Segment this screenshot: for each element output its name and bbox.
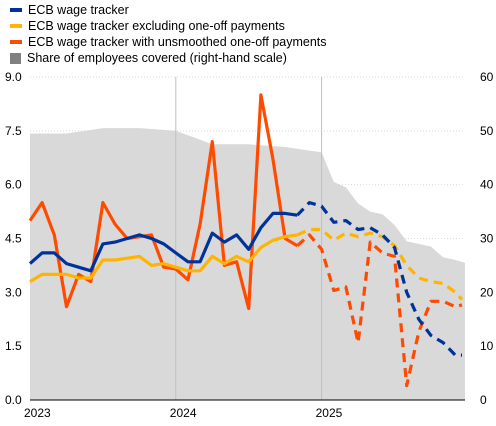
y-left-tick-label: 9.0 [5,70,22,84]
y-left-tick-label: 1.5 [5,339,22,353]
y-right-tick-label: 20 [480,285,494,299]
y-left-tick-label: 0.0 [5,393,22,407]
legend-swatch-share-covered [10,52,21,64]
legend-swatch-unsmoothed [10,40,22,44]
x-tick-label: 2025 [316,406,343,420]
y-left-tick-label: 3.0 [5,285,22,299]
y-right-tick-label: 0 [480,393,487,407]
y-right-tick-label: 10 [480,339,494,353]
legend-label-excluding-one-off: ECB wage tracker excluding one-off payme… [28,19,285,33]
legend-item-excluding-one-off: ECB wage tracker excluding one-off payme… [8,18,327,34]
series-line-wage-actual [28,211,298,273]
legend-swatch-excluding-one-off [10,24,22,28]
series-line-unsm-projection [296,233,463,388]
y-right-tick-label: 30 [480,232,494,246]
legend-label-share-covered: Share of employees covered (right-hand s… [27,51,287,65]
series-line-wage-projection [296,201,462,357]
legend-item-share-covered: Share of employees covered (right-hand s… [8,50,327,66]
legend-label-wage-tracker: ECB wage tracker [28,3,129,17]
legend-item-unsmoothed: ECB wage tracker with unsmoothed one-off… [8,34,327,50]
y-right-tick-label: 40 [480,178,494,192]
x-tick-label: 2023 [24,406,51,420]
legend-label-unsmoothed: ECB wage tracker with unsmoothed one-off… [28,35,327,49]
series-line-unsm-actual [28,93,299,311]
series-line-excl-actual [29,233,298,283]
y-right-tick-label: 50 [480,124,494,138]
y-left-tick-label: 6.0 [5,178,22,192]
legend-item-wage-tracker: ECB wage tracker [8,2,327,18]
x-tick-label: 2024 [170,406,197,420]
y-left-tick-label: 7.5 [5,124,22,138]
legend: ECB wage tracker ECB wage tracker exclud… [8,2,327,66]
y-right-tick-label: 60 [480,70,494,84]
legend-swatch-wage-tracker [10,8,22,12]
y-left-tick-label: 4.5 [5,232,22,246]
